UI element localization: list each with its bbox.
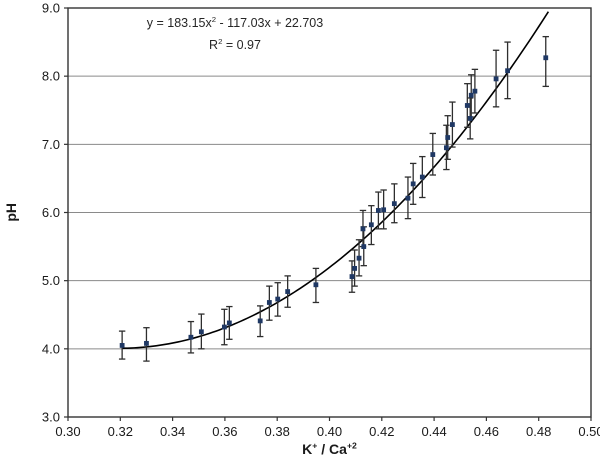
svg-text:0.44: 0.44 — [421, 424, 446, 439]
y-axis-title: pH — [3, 203, 19, 222]
svg-text:7.0: 7.0 — [42, 137, 60, 152]
data-points — [119, 55, 549, 348]
data-point-marker — [119, 343, 125, 348]
svg-text:9.0: 9.0 — [42, 1, 60, 16]
data-point-marker — [493, 76, 499, 82]
data-point-marker — [360, 226, 366, 232]
svg-text:0.36: 0.36 — [212, 424, 237, 439]
svg-text:0.38: 0.38 — [265, 424, 290, 439]
data-point-marker — [419, 174, 425, 180]
data-point-marker — [467, 116, 473, 121]
data-point-marker — [275, 296, 281, 302]
r-squared-part: = 0.97 — [222, 38, 261, 52]
svg-text:0.30: 0.30 — [55, 424, 80, 439]
data-point-marker — [468, 92, 474, 98]
data-point-marker — [376, 208, 381, 213]
svg-text:4.0: 4.0 — [42, 341, 60, 356]
trendline-annotation: y = 183.15x2 - 117.03x + 22.703 R2 = 0.9… — [118, 12, 352, 56]
data-point-marker — [410, 181, 416, 187]
data-point-marker — [285, 289, 291, 294]
svg-text:8.0: 8.0 — [42, 69, 60, 84]
data-point-marker — [266, 300, 272, 305]
data-point-marker — [543, 55, 549, 61]
equation-text-part: y = 183.15x — [146, 16, 212, 30]
svg-text:0.42: 0.42 — [369, 424, 394, 439]
data-point-marker — [352, 265, 358, 271]
gridlines — [68, 75, 591, 350]
data-point-marker — [445, 135, 451, 140]
data-point-marker — [430, 152, 436, 157]
r-squared-part: R — [209, 38, 219, 52]
x-tick-labels: 0.30 0.32 0.34 0.36 0.38 0.40 0.42 0.44 0.46 0.48… — [55, 424, 600, 439]
data-point-marker — [368, 222, 374, 228]
data-point-marker — [443, 145, 449, 151]
equation-text-part: - 117.03x + 22.703 — [216, 16, 324, 30]
x-axis-title: K+ / Ca+2 — [68, 441, 591, 457]
svg-text:0.40: 0.40 — [317, 424, 342, 439]
error-bars — [118, 35, 549, 362]
svg-text:3.0: 3.0 — [42, 410, 60, 425]
data-point-marker — [356, 255, 362, 261]
svg-text:0.48: 0.48 — [526, 424, 551, 439]
data-point-marker — [188, 334, 194, 340]
equation-text: y = 183.15x2 - 117.03x + 22.703 — [118, 12, 352, 34]
x-axis-title-part: / Ca — [317, 441, 347, 457]
data-point-marker — [450, 122, 455, 127]
data-point-marker — [381, 207, 387, 213]
y-axis-title-text: pH — [3, 203, 19, 222]
data-point-marker — [257, 318, 263, 324]
trendline-curve — [121, 11, 550, 350]
data-point-marker — [505, 68, 510, 74]
data-point-marker — [472, 88, 478, 94]
svg-text:6.0: 6.0 — [42, 205, 60, 220]
r-squared-superscript: 2 — [218, 36, 223, 46]
y-tick-labels: 3.0 4.0 5.0 6.0 7.0 8.0 9.0 — [42, 1, 60, 425]
x-axis-title-superscript: +2 — [346, 440, 357, 451]
svg-text:5.0: 5.0 — [42, 273, 60, 288]
data-point-marker — [313, 282, 319, 288]
data-point-marker — [198, 329, 204, 335]
data-point-marker — [391, 201, 397, 207]
data-point-marker — [226, 320, 232, 326]
x-axis-title-superscript: + — [312, 440, 318, 451]
data-point-marker — [349, 274, 355, 279]
data-point-marker — [361, 244, 367, 249]
data-point-marker — [464, 103, 470, 108]
svg-text:0.34: 0.34 — [160, 424, 185, 439]
axis-ticks — [64, 7, 592, 421]
data-point-marker — [221, 324, 227, 330]
x-axis-title-part: K — [302, 441, 313, 457]
equation-superscript: 2 — [211, 14, 217, 24]
data-point-marker — [405, 195, 411, 201]
svg-text:0.32: 0.32 — [108, 424, 133, 439]
svg-text:0.46: 0.46 — [474, 424, 499, 439]
r-squared-text: R2 = 0.97 — [118, 34, 352, 56]
svg-text:0.50: 0.50 — [578, 424, 600, 439]
data-point-marker — [144, 340, 149, 346]
